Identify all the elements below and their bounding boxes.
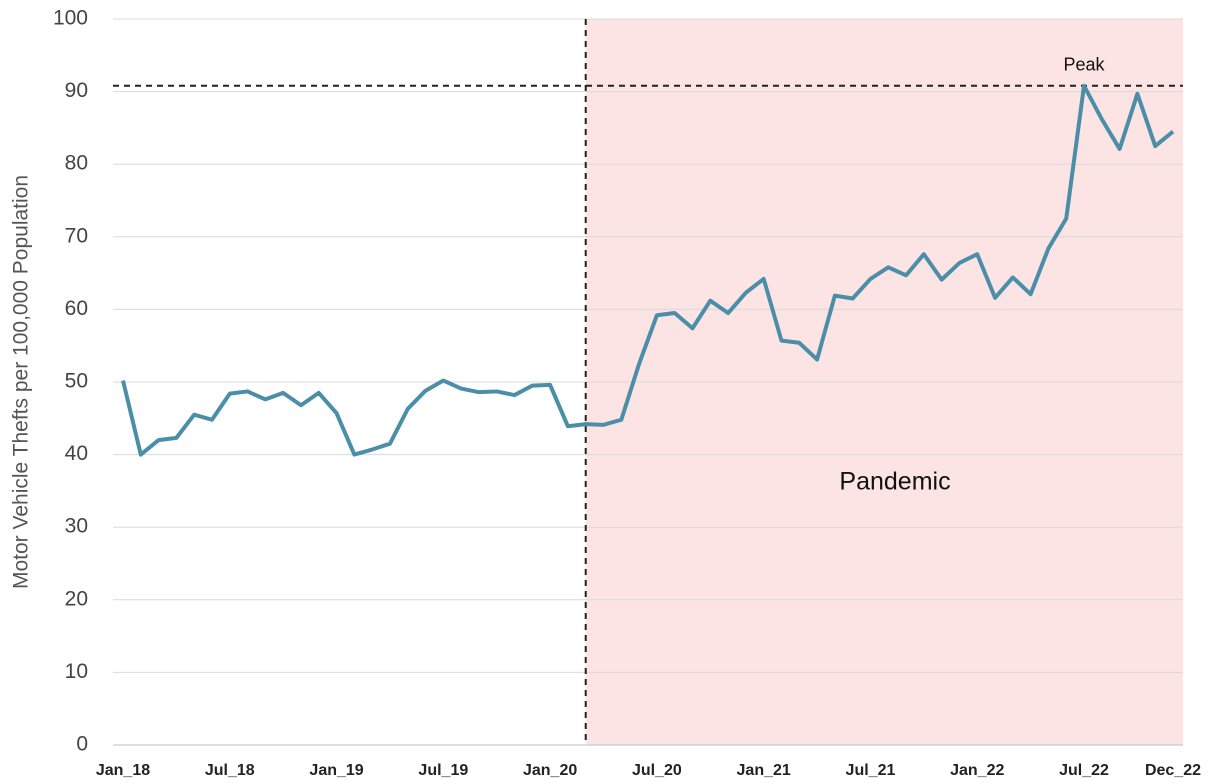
y-tick-label: 50 (65, 370, 88, 393)
y-tick-label: 20 (65, 587, 88, 610)
y-tick-label: 90 (65, 79, 88, 102)
y-tick-label: 100 (53, 7, 88, 30)
x-tick-label: Jul_19 (418, 762, 468, 779)
x-tick-label: Jan_18 (96, 762, 150, 779)
x-tick-label: Jan_19 (309, 762, 363, 779)
series-line (121, 83, 1175, 457)
x-tick-label: Jan_21 (737, 762, 791, 779)
y-tick-label: 10 (65, 660, 88, 683)
x-tick-label: Jan_22 (950, 762, 1004, 779)
y-tick-label: 60 (65, 297, 88, 320)
pandemic-label: Pandemic (839, 468, 950, 496)
peak-label: Peak (1064, 55, 1106, 75)
y-tick-label: 80 (65, 152, 88, 175)
x-tick-label: Jul_20 (632, 762, 682, 779)
x-tick-label: Jul_21 (846, 762, 896, 779)
x-tick-label: Dec_22 (1145, 762, 1201, 779)
y-axis-label: Motor Vehicle Thefts per 100,000 Populat… (10, 175, 33, 589)
y-tick-label: 40 (65, 442, 88, 465)
y-tick-label: 70 (65, 224, 88, 247)
x-tick-label: Jul_18 (205, 762, 255, 779)
x-tick-label: Jul_22 (1059, 762, 1109, 779)
x-tick-label: Jan_20 (523, 762, 577, 779)
y-tick-label: 0 (76, 733, 88, 756)
y-tick-label: 30 (65, 515, 88, 538)
